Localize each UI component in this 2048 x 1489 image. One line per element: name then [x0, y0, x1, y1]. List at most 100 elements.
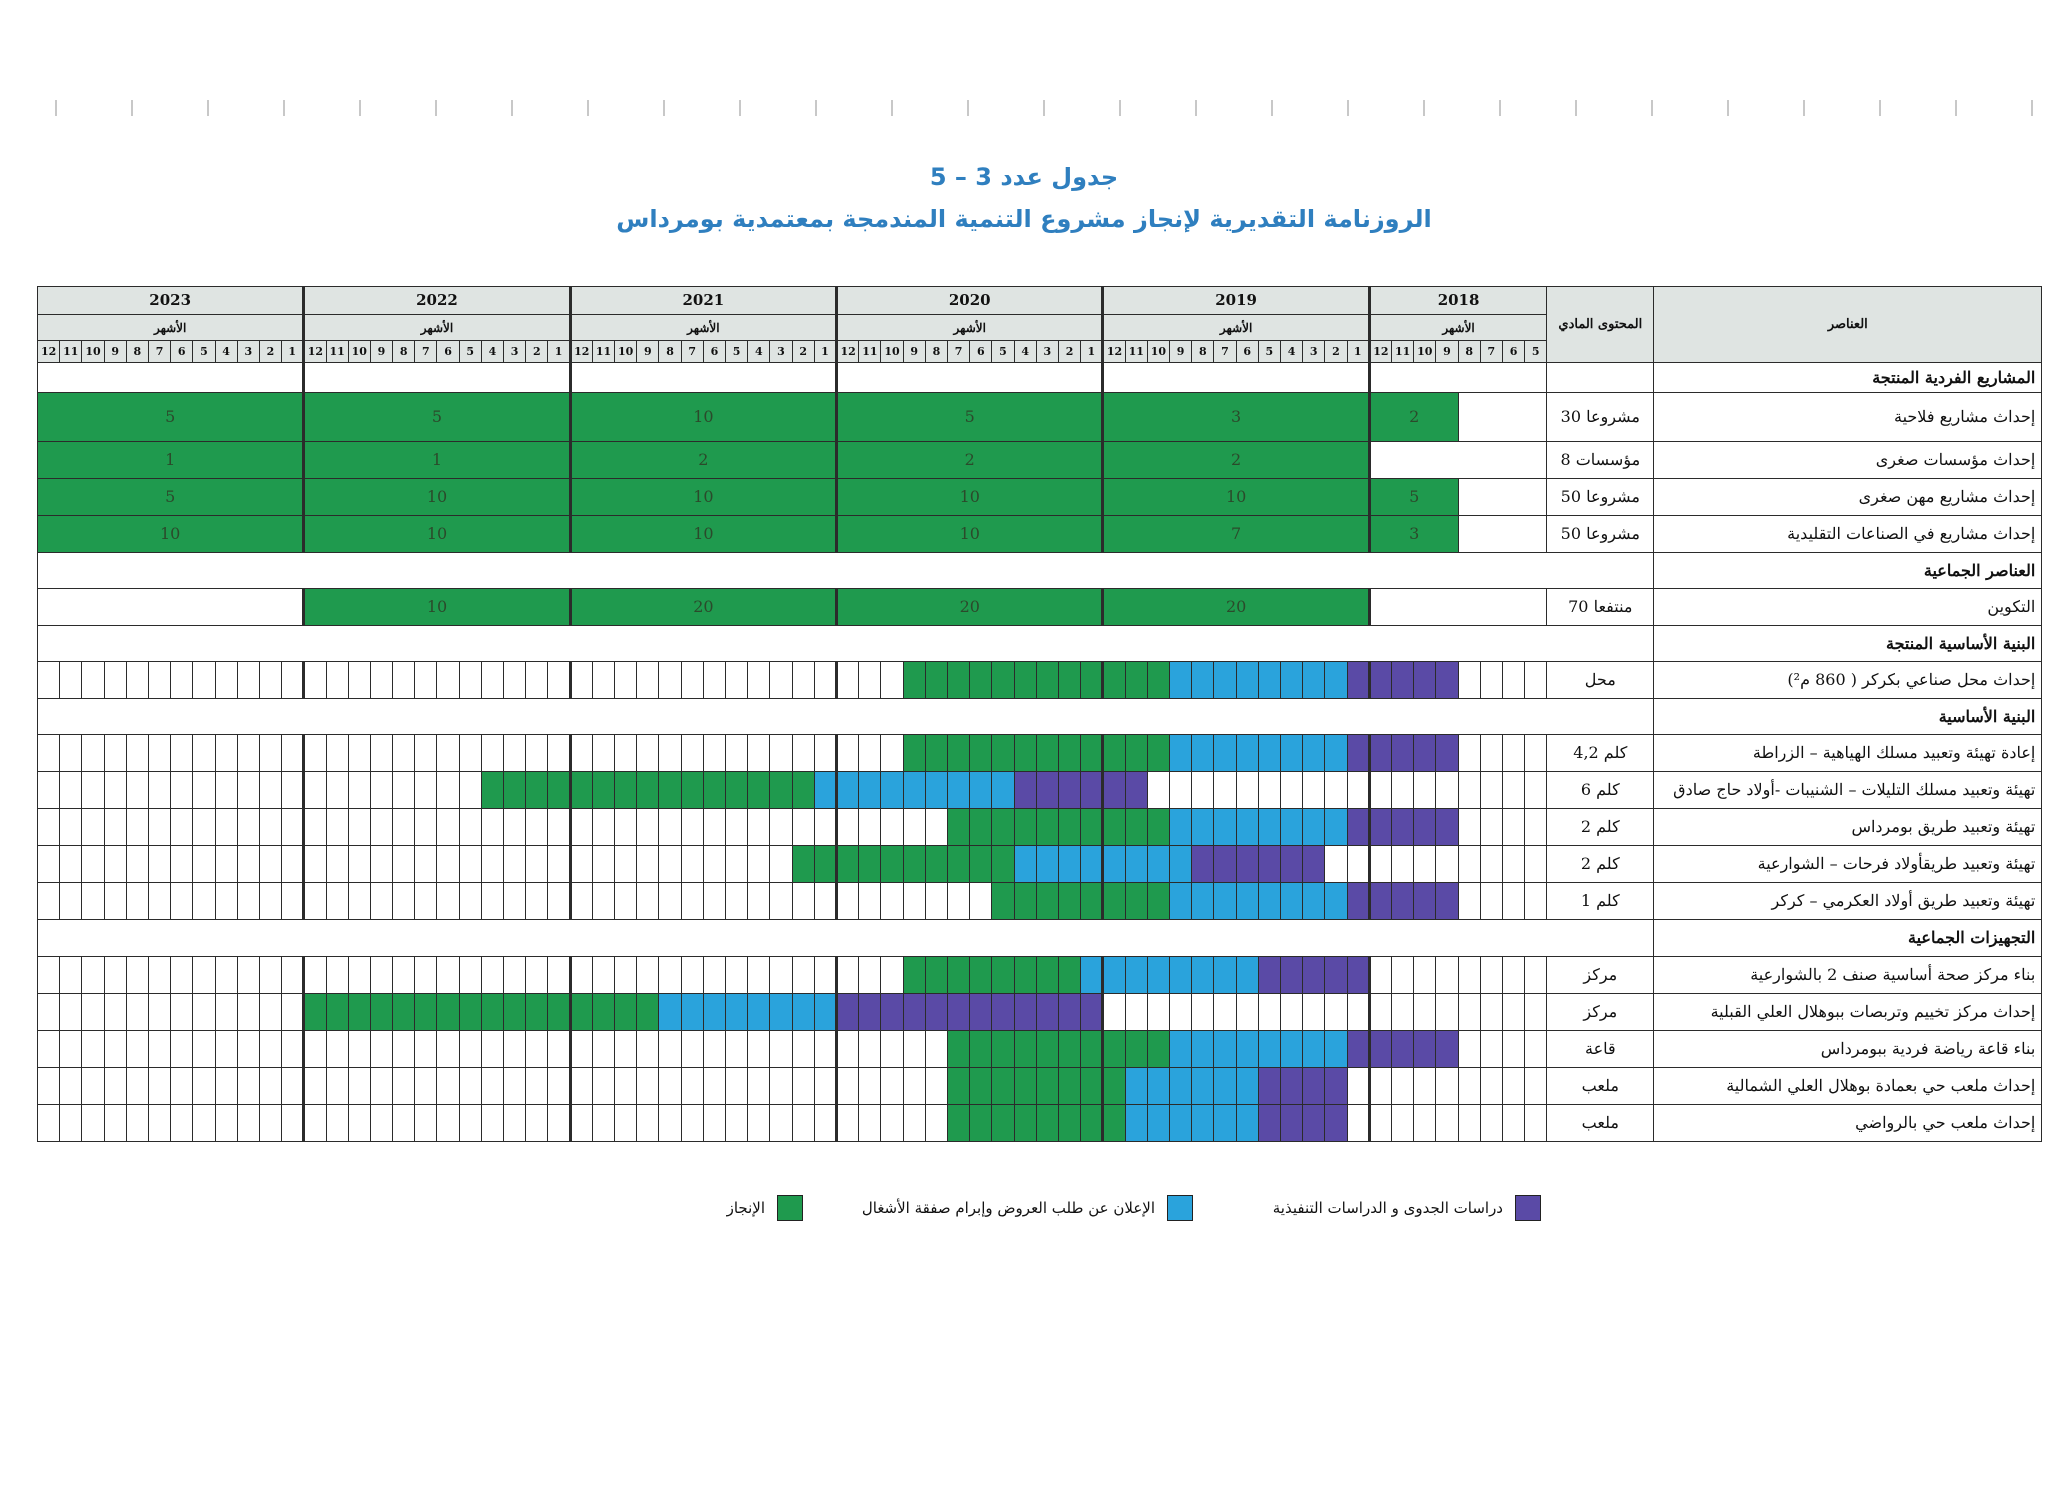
month-cell — [880, 808, 904, 846]
month-cell — [1257, 734, 1281, 772]
month-number: 6 — [1501, 340, 1526, 363]
month-number: 12 — [568, 340, 593, 363]
month-number: 6 — [702, 340, 727, 363]
month-cell — [1413, 661, 1437, 699]
month-cell — [813, 734, 838, 772]
month-cell — [125, 1067, 149, 1105]
month-cell — [392, 661, 416, 699]
month-cell — [724, 1104, 749, 1142]
month-number: 4 — [1013, 340, 1037, 363]
month-cell — [924, 845, 949, 883]
month-cell — [702, 1030, 727, 1068]
month-number: 10 — [614, 340, 638, 363]
month-cell — [1524, 1030, 1548, 1068]
timeline-blank — [36, 919, 1655, 957]
month-cell — [414, 882, 438, 920]
month-cell — [1367, 956, 1393, 994]
month-cell — [969, 993, 993, 1031]
month-cell — [1501, 734, 1526, 772]
quantity-cell: ملعب — [1546, 1067, 1655, 1105]
month-cell — [125, 771, 149, 809]
month-cell — [480, 882, 505, 920]
month-cell — [568, 734, 593, 772]
month-cell — [1101, 845, 1126, 883]
month-cell — [747, 1067, 771, 1105]
month-cell — [1302, 771, 1326, 809]
month-cell — [325, 882, 349, 920]
month-cell — [502, 771, 527, 809]
month-cell — [436, 1104, 460, 1142]
month-cell — [1124, 1104, 1148, 1142]
month-cell — [658, 734, 682, 772]
month-cell — [1279, 882, 1304, 920]
month-cell — [1235, 1030, 1259, 1068]
month-cell — [36, 882, 61, 920]
month-cell — [1146, 1030, 1171, 1068]
month-cell — [1101, 771, 1126, 809]
month-cell — [1101, 1104, 1126, 1142]
month-cell — [1524, 661, 1548, 699]
tick-mark — [1119, 100, 1121, 116]
legend-swatch — [1515, 1195, 1541, 1221]
months-label: الأشهر — [302, 314, 571, 341]
tick-mark — [1651, 100, 1653, 116]
month-cell — [1367, 1104, 1393, 1142]
month-cell — [236, 956, 260, 994]
timeline-value-segment: 10 — [302, 515, 571, 553]
month-cell — [369, 1067, 394, 1105]
month-cell — [680, 1067, 704, 1105]
month-cell — [302, 771, 327, 809]
months-label: الأشهر — [568, 314, 838, 341]
month-cell — [1501, 993, 1526, 1031]
tick-mark — [587, 100, 589, 116]
month-number: 4 — [214, 340, 238, 363]
month-cell — [724, 771, 749, 809]
month-cell — [902, 993, 926, 1031]
month-cell — [59, 1030, 83, 1068]
month-cell — [1080, 845, 1104, 883]
month-cell — [1257, 1104, 1281, 1142]
month-cell — [480, 845, 505, 883]
month-cell — [1390, 1104, 1415, 1142]
month-cell — [414, 845, 438, 883]
timeline-value-segment: 5 — [1367, 478, 1459, 516]
month-cell — [1191, 1030, 1215, 1068]
timeline-value-segment: 10 — [1101, 478, 1370, 516]
month-cell — [902, 1104, 926, 1142]
month-cell — [1080, 993, 1104, 1031]
month-number: 8 — [1191, 340, 1215, 363]
month-cell — [192, 1104, 216, 1142]
month-cell — [791, 661, 815, 699]
month-cell — [414, 808, 438, 846]
month-cell — [436, 808, 460, 846]
month-cell — [1479, 882, 1503, 920]
month-cell — [1524, 1104, 1548, 1142]
element-label: تهيئة وتعبيد طريق أولاد العكرمي – كركر — [1653, 882, 2043, 920]
timeline-value-segment: 10 — [302, 478, 571, 516]
month-cell — [1346, 845, 1370, 883]
section-row: العناصر الجماعية — [36, 552, 2043, 589]
month-cell — [125, 993, 149, 1031]
month-cell — [747, 1030, 771, 1068]
month-cell — [568, 661, 593, 699]
month-cell — [1524, 734, 1548, 772]
month-cell — [1501, 808, 1526, 846]
month-cell — [1302, 956, 1326, 994]
month-cell — [1302, 1104, 1326, 1142]
month-number: 5 — [1257, 340, 1281, 363]
month-cell — [1413, 845, 1437, 883]
month-cell — [480, 734, 505, 772]
month-cell — [1524, 882, 1548, 920]
month-cell — [680, 993, 704, 1031]
month-cell — [1101, 808, 1126, 846]
month-cell — [658, 661, 682, 699]
section-row: التجهيزات الجماعية — [36, 919, 2043, 957]
month-cell — [103, 956, 127, 994]
month-cell — [1101, 882, 1126, 920]
month-cell — [902, 808, 926, 846]
month-cell — [1457, 1104, 1481, 1142]
month-cell — [414, 993, 438, 1031]
month-cell — [791, 845, 815, 883]
month-cell — [59, 771, 83, 809]
month-cell — [436, 1067, 460, 1105]
